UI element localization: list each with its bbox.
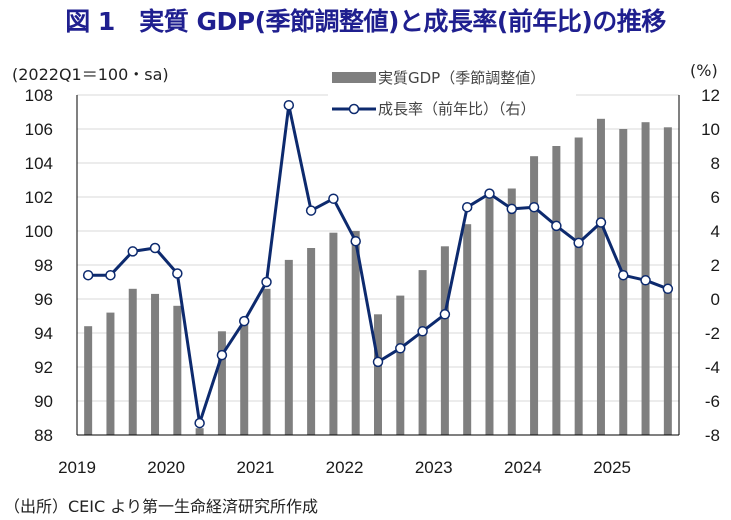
right-tick-label: 8 [711,154,720,173]
gdp-bar [396,295,405,435]
left-tick-label: 102 [25,188,53,207]
right-tick-label: -4 [705,358,720,377]
left-tick-label: 88 [34,426,53,445]
gdp-bar [195,428,204,435]
legend-bar-swatch [332,72,376,83]
bar-series [84,118,672,436]
left-tick-label: 92 [34,358,53,377]
right-tick-label: 12 [701,86,720,105]
growth-marker [417,326,428,337]
gdp-bar [284,259,293,435]
gdp-bar [307,248,316,435]
gdp-bar [262,288,271,435]
tick-labels: 108106104102100989694929088121086420-2-4… [25,86,720,477]
growth-marker [372,356,384,368]
legend-growth-label: 成長率（前年比）（右） [378,100,536,118]
growth-marker [395,343,406,354]
left-tick-label: 104 [25,154,53,173]
right-tick-label: 6 [711,188,720,207]
growth-marker [506,203,518,215]
gdp-bar [106,312,115,435]
growth-marker [484,188,495,199]
growth-marker [238,315,250,327]
gdp-bar [351,231,360,435]
gdp-bar [463,224,472,435]
gdp-bar [217,331,226,435]
growth-marker [283,99,295,111]
growth-marker [194,417,205,429]
gdp-bar [418,270,427,435]
axes [76,95,680,436]
legend-line-marker [348,103,360,115]
gdp-bar [84,326,93,435]
x-tick-label: 2019 [58,458,96,477]
growth-marker [618,269,629,281]
line-series [82,99,674,429]
growth-marker [551,220,562,232]
gdp-bar [596,118,605,436]
legend: 実質GDP（季節調整値） 成長率（前年比）（右） [328,62,576,120]
growth-marker [261,276,272,288]
growth-marker [595,217,607,228]
gdp-bar [574,137,583,435]
legend-gdp-label: 実質GDP（季節調整値） [378,69,545,87]
x-tick-label: 2024 [504,458,542,477]
growth-marker [149,242,161,254]
right-tick-label: -2 [705,324,720,343]
growth-marker [127,246,138,257]
growth-marker [439,309,451,320]
growth-marker [573,237,584,249]
left-tick-label: 98 [34,256,53,275]
right-axis-label: (%) [690,61,718,80]
left-tick-label: 96 [34,290,53,309]
gdp-bar [329,232,338,435]
source-note: （出所）CEIC より第一生命経済研究所作成 [4,497,318,516]
x-tick-label: 2022 [326,458,364,477]
gdp-bar [151,293,160,435]
growth-marker [105,269,116,281]
x-tick-label: 2020 [147,458,185,477]
gdp-bar [240,317,249,435]
chart-title: 図 1 実質 GDP(季節調整値)と成長率(前年比)の推移 [65,7,666,36]
left-tick-label: 100 [25,222,53,241]
gdp-bar [374,314,382,435]
growth-marker [172,268,183,279]
right-tick-label: 2 [711,256,720,275]
right-tick-label: -6 [705,392,720,411]
growth-marker [216,349,228,361]
growth-marker [350,235,361,247]
right-tick-label: 4 [711,222,720,241]
x-tick-label: 2025 [593,458,631,477]
left-tick-label: 90 [34,392,53,411]
left-tick-label: 108 [25,86,53,105]
right-tick-label: -8 [705,426,720,445]
left-tick-label: 94 [34,324,53,343]
growth-marker [528,201,540,213]
growth-marker [461,201,473,213]
x-tick-label: 2023 [415,458,453,477]
gdp-bar [440,246,449,435]
growth-marker [82,269,94,281]
right-tick-label: 10 [701,120,720,139]
gdp-bar [530,156,539,435]
gdp-bar [128,288,137,435]
gdp-bar [173,305,182,435]
right-tick-label: 0 [711,290,720,309]
growth-marker [662,283,674,295]
growth-marker [640,275,651,286]
gdp-bar [507,188,516,435]
growth-marker [328,193,339,204]
left-axis-label: (2022Q1＝100・sa) [12,65,169,84]
growth-marker [305,205,317,216]
left-tick-label: 106 [25,120,53,139]
gdp-bar [485,197,494,435]
gdp-bar [619,129,628,435]
gdp-bar [663,127,672,436]
x-tick-label: 2021 [236,458,274,477]
gdp-bar [552,146,561,435]
